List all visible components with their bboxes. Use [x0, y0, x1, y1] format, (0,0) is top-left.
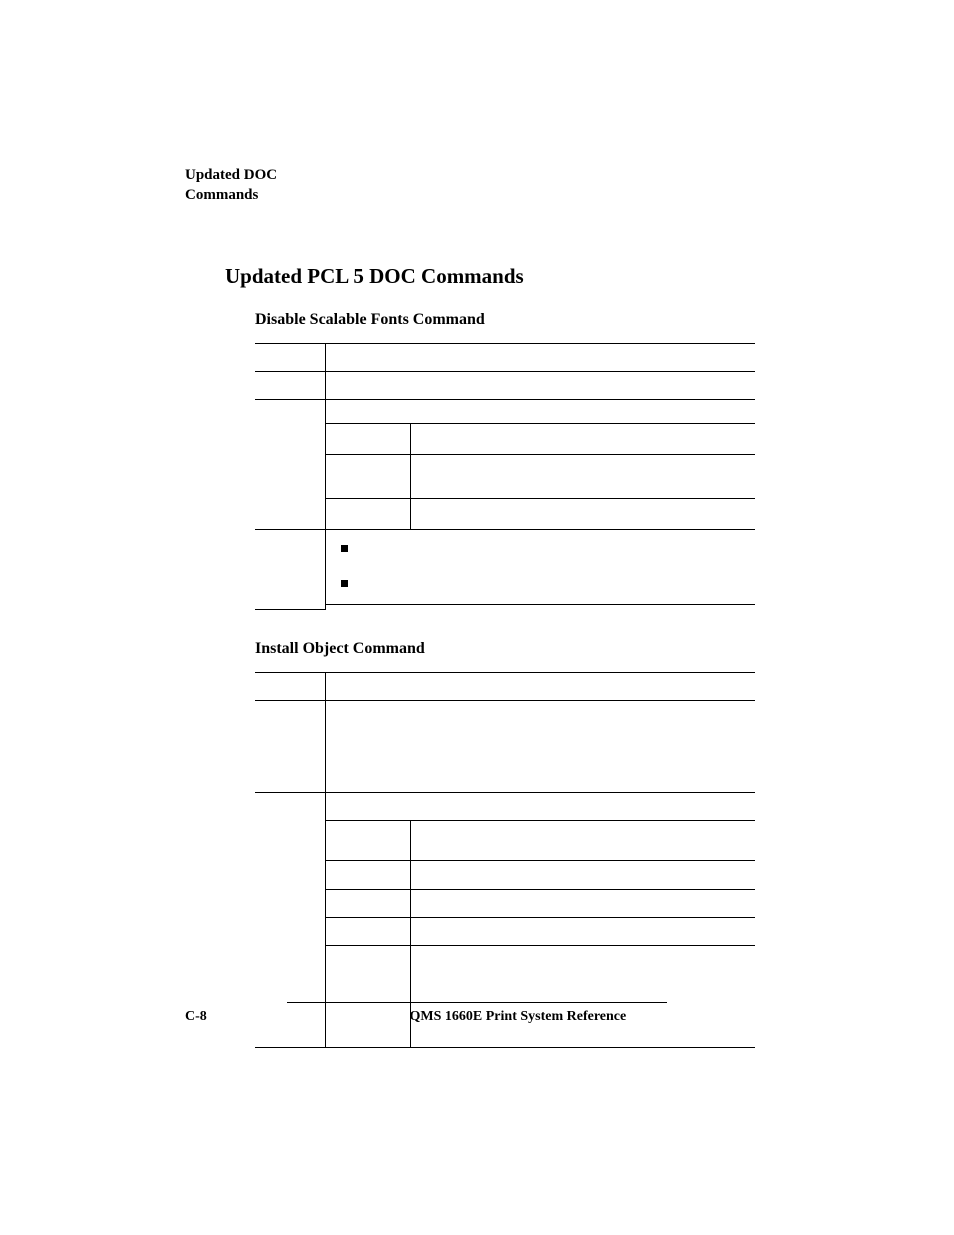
section2-heading: Install Object Command	[255, 640, 769, 658]
table-cell-indent	[325, 889, 410, 917]
table-row	[255, 423, 755, 454]
table-cell-content	[325, 343, 755, 371]
table-cell-indent	[325, 454, 410, 498]
running-header: Updated DOC Commands	[185, 165, 769, 206]
table-cell-content	[410, 454, 755, 498]
table-cell-indent	[325, 423, 410, 454]
bullet-item	[326, 564, 756, 605]
table-row	[255, 454, 755, 498]
main-content: Updated PCL 5 DOC Commands Disable Scala…	[185, 264, 769, 1048]
footer-rule	[287, 1002, 667, 1003]
table-cell-label	[255, 343, 325, 371]
table-row	[255, 399, 755, 423]
page-number: C-8	[185, 1009, 207, 1025]
table-row	[255, 371, 755, 399]
table-cell-content	[325, 700, 755, 792]
bullet-item	[326, 530, 756, 562]
page-footer: C-8 QMS 1660E Print System Reference	[185, 1002, 769, 1025]
table-cell-content	[410, 889, 755, 917]
section1-heading: Disable Scalable Fonts Command	[255, 311, 769, 329]
table-cell-content	[410, 861, 755, 889]
table-cell-label	[255, 399, 325, 529]
table-row	[255, 946, 755, 1047]
table-cell-label	[255, 672, 325, 700]
table-cell-label	[255, 529, 325, 609]
table-cell-content	[410, 946, 755, 1047]
main-heading: Updated PCL 5 DOC Commands	[225, 264, 769, 289]
table-cell-indent	[325, 861, 410, 889]
table-cell-content	[410, 917, 755, 945]
square-bullet-icon	[341, 545, 348, 552]
table-cell-content	[410, 498, 755, 529]
table-row	[255, 917, 755, 945]
table-row	[255, 564, 755, 609]
table-cell-indent	[325, 820, 410, 860]
table-cell-content	[325, 564, 755, 609]
table-row	[255, 529, 755, 564]
table-cell-content	[325, 672, 755, 700]
document-page: Updated DOC Commands Updated PCL 5 DOC C…	[0, 0, 954, 1235]
table-row	[255, 343, 755, 371]
table-cell-content	[410, 820, 755, 860]
footer-line: C-8 QMS 1660E Print System Reference	[185, 1009, 769, 1025]
table-cell-indent	[325, 946, 410, 1047]
table-cell-content	[325, 529, 755, 564]
table-row	[255, 889, 755, 917]
running-header-line2: Commands	[185, 185, 769, 205]
table-row	[255, 700, 755, 792]
table-row	[255, 498, 755, 529]
table-row	[255, 792, 755, 820]
table1-container	[255, 343, 769, 610]
table-cell-content	[325, 399, 755, 423]
table2-container	[255, 672, 769, 1048]
table-cell-content	[325, 371, 755, 399]
table1	[255, 343, 755, 610]
square-bullet-icon	[341, 580, 348, 587]
table2	[255, 672, 755, 1048]
table-cell-content	[325, 792, 755, 820]
table-row	[255, 861, 755, 889]
table-row	[255, 820, 755, 860]
table-cell-label	[255, 700, 325, 792]
table-row	[255, 672, 755, 700]
table-cell-content	[410, 423, 755, 454]
table-cell-indent	[325, 498, 410, 529]
running-header-line1: Updated DOC	[185, 165, 769, 185]
table-cell-label	[255, 371, 325, 399]
footer-title: QMS 1660E Print System Reference	[207, 1009, 769, 1025]
table-cell-indent	[325, 917, 410, 945]
